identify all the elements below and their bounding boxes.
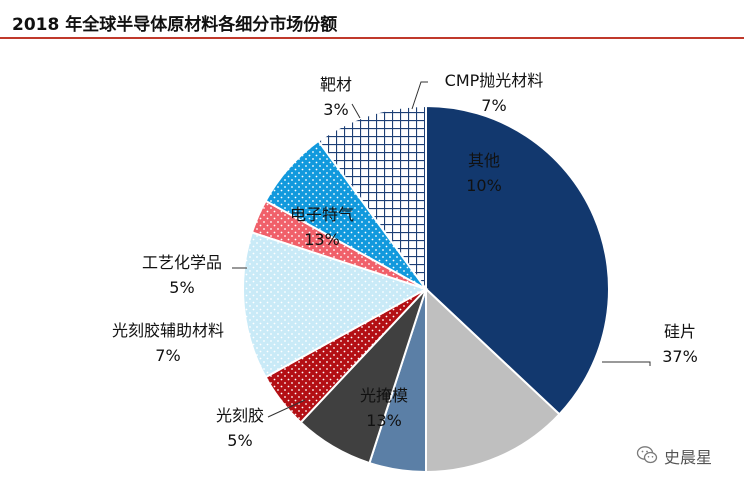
slice-value-cmp-7: 7%: [481, 96, 506, 115]
slice-name-slice-4: 工艺化学品: [142, 253, 222, 272]
wechat-icon: [636, 446, 658, 464]
slice-value-slice-1: 13%: [366, 411, 402, 430]
slice-name-slice-0: 硅片: [664, 322, 696, 341]
slice-value-slice-4: 5%: [169, 278, 194, 297]
pie-slice-slice-1: [425, 286, 561, 474]
leader-lines: [232, 81, 651, 418]
slice-name-slice-3: 光刻胶辅助材料: [112, 321, 224, 340]
pie-slices: [242, 104, 610, 474]
leader-line-slice-0: [602, 361, 651, 366]
slice-value-slice-3: 7%: [155, 346, 180, 365]
leader-line-cmp-7: [411, 81, 428, 110]
leader-line-slice-2: [267, 399, 306, 418]
slice-name-slice-5: 电子特气: [290, 205, 354, 224]
slice-value-slice-2: 5%: [227, 431, 252, 450]
pie-slice-slice-5: [242, 231, 429, 379]
slice-value-slice-0: 37%: [662, 347, 698, 366]
watermark-text: 史晨星: [664, 448, 713, 467]
title-divider: [0, 37, 744, 39]
slice-labels: 硅片 37% 光掩模 13% 光刻胶 5% 光刻胶辅助材料 7% 工艺化学品 5% 电子特气 13% 靶…: [112, 71, 698, 450]
leader-line-slice-6: [351, 103, 361, 119]
slice-name-slice-6: 靶材: [320, 75, 352, 94]
slice-value-slice-5: 13%: [304, 230, 340, 249]
slice-value-slice-6: 3%: [323, 100, 348, 119]
slice-value-slice-8: 10%: [466, 176, 502, 195]
chart-title: 2018 年全球半导体原材料各细分市场份额: [12, 15, 338, 35]
slice-name-cmp-7: CMP抛光材料: [445, 71, 544, 90]
pie-slice-slice-0: [425, 104, 610, 416]
slice-name-slice-2: 光刻胶: [216, 406, 264, 425]
pie-slice-slice-8: [317, 104, 427, 293]
slice-name-slice-8: 其他: [468, 151, 500, 170]
slice-name-slice-1: 光掩模: [360, 386, 408, 405]
